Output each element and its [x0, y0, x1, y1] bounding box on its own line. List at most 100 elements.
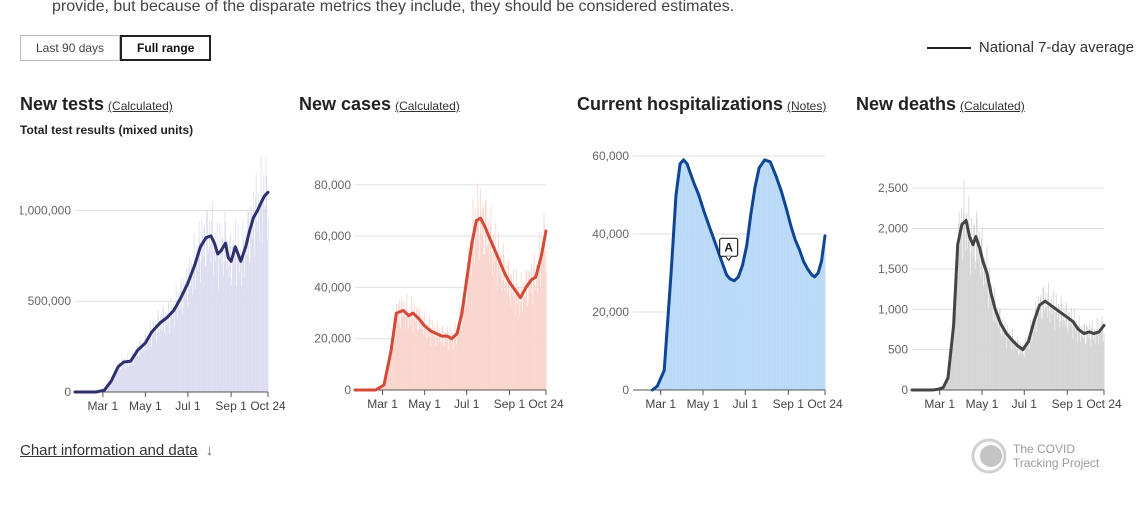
daily-bar: [783, 198, 784, 390]
daily-bar: [464, 286, 466, 390]
daily-bar: [1038, 303, 1040, 390]
daily-bar: [784, 203, 786, 390]
daily-bar: [410, 315, 412, 390]
daily-bar: [170, 297, 172, 392]
daily-bar: [124, 358, 125, 392]
x-tick-label: May 1: [687, 397, 720, 411]
daily-bar: [240, 257, 242, 392]
daily-bar: [498, 232, 499, 390]
daily-bar: [717, 249, 719, 390]
last-90-days-button[interactable]: Last 90 days: [20, 35, 121, 61]
daily-bar: [763, 160, 765, 390]
daily-bar: [408, 313, 410, 390]
daily-bar: [497, 262, 499, 390]
daily-bar: [959, 247, 961, 390]
daily-bar: [676, 189, 678, 390]
daily-bar: [237, 223, 239, 392]
daily-bar: [951, 339, 952, 390]
daily-bar: [1036, 331, 1038, 390]
daily-bar: [397, 320, 399, 390]
daily-bar: [997, 323, 999, 390]
notes-link-hospitalizations[interactable]: (Notes): [787, 99, 827, 113]
daily-bar: [744, 255, 746, 390]
daily-bar: [1010, 350, 1012, 390]
daily-bar: [765, 160, 766, 390]
daily-bar: [758, 170, 759, 390]
daily-bar: [420, 328, 421, 390]
daily-bar: [249, 258, 251, 392]
daily-bar: [1098, 344, 1099, 390]
daily-bar: [984, 259, 986, 390]
daily-bar: [824, 235, 826, 390]
daily-bar: [729, 278, 731, 390]
daily-bar: [473, 234, 475, 390]
daily-bar: [231, 285, 233, 392]
daily-bar: [117, 367, 118, 392]
daily-bar: [965, 251, 966, 390]
daily-bar: [439, 329, 441, 390]
daily-bar: [681, 161, 683, 390]
daily-bar: [787, 213, 789, 390]
daily-bar: [176, 299, 178, 392]
chart-panel-cases: New cases (Calculated) 0 20,000 40,000 60,00…: [299, 94, 569, 424]
daily-bar: [1017, 340, 1019, 390]
daily-bar: [688, 167, 689, 390]
daily-bar: [1062, 325, 1063, 390]
x-tick-label: Sep 1: [494, 397, 526, 411]
daily-bar: [953, 317, 955, 390]
daily-bar: [767, 161, 769, 390]
chart-title-tests: New tests (Calculated): [20, 94, 173, 115]
daily-bar: [737, 277, 739, 390]
daily-bar: [665, 341, 667, 390]
full-range-button[interactable]: Full range: [120, 35, 212, 61]
daily-bar: [538, 264, 539, 390]
daily-bar: [424, 310, 426, 390]
daily-bar: [786, 210, 788, 390]
daily-bar: [668, 312, 669, 390]
daily-bar: [690, 173, 691, 390]
daily-bar: [412, 331, 414, 390]
daily-bar: [724, 269, 725, 390]
calculated-link-tests[interactable]: (Calculated): [108, 99, 173, 113]
daily-bar: [1015, 349, 1017, 390]
chart-info-link[interactable]: Chart information and data ↓: [20, 442, 213, 459]
daily-bar: [817, 273, 819, 390]
daily-bar: [414, 314, 416, 390]
daily-bar: [699, 199, 701, 390]
daily-bar: [815, 275, 817, 390]
daily-bar: [964, 225, 966, 390]
daily-bar: [679, 163, 681, 390]
daily-bar: [205, 264, 207, 392]
seven-day-average-line: [650, 158, 827, 392]
annotation-label: A: [724, 240, 733, 254]
daily-bar: [992, 321, 994, 390]
daily-bar: [488, 243, 490, 390]
daily-bar: [813, 276, 815, 390]
calculated-link-deaths[interactable]: (Calculated): [960, 99, 1025, 113]
daily-bar: [469, 241, 471, 390]
daily-bar: [234, 245, 236, 392]
daily-bar: [515, 288, 517, 390]
chart-panel-tests: New tests (Calculated) Total test results…: [20, 94, 290, 424]
calculated-link-cases[interactable]: (Calculated): [395, 99, 460, 113]
daily-bar: [704, 214, 706, 390]
daily-bar: [957, 275, 959, 390]
annotation-marker[interactable]: A: [719, 237, 739, 262]
daily-bar: [978, 231, 980, 390]
daily-bar: [174, 310, 176, 392]
daily-bar: [1073, 308, 1075, 390]
daily-bar: [1022, 343, 1024, 390]
x-tick-label: May 1: [129, 399, 162, 413]
daily-bar: [944, 383, 946, 390]
daily-bar: [1014, 343, 1016, 390]
daily-bar: [404, 329, 406, 390]
daily-bar: [153, 330, 155, 392]
daily-bar: [217, 253, 219, 392]
daily-bar: [177, 319, 178, 392]
daily-bar: [1087, 326, 1088, 390]
daily-bar: [1042, 287, 1044, 390]
daily-bar: [110, 383, 111, 392]
legend-line-swatch: [926, 46, 971, 49]
daily-bar: [405, 308, 407, 390]
daily-bar: [433, 325, 435, 390]
